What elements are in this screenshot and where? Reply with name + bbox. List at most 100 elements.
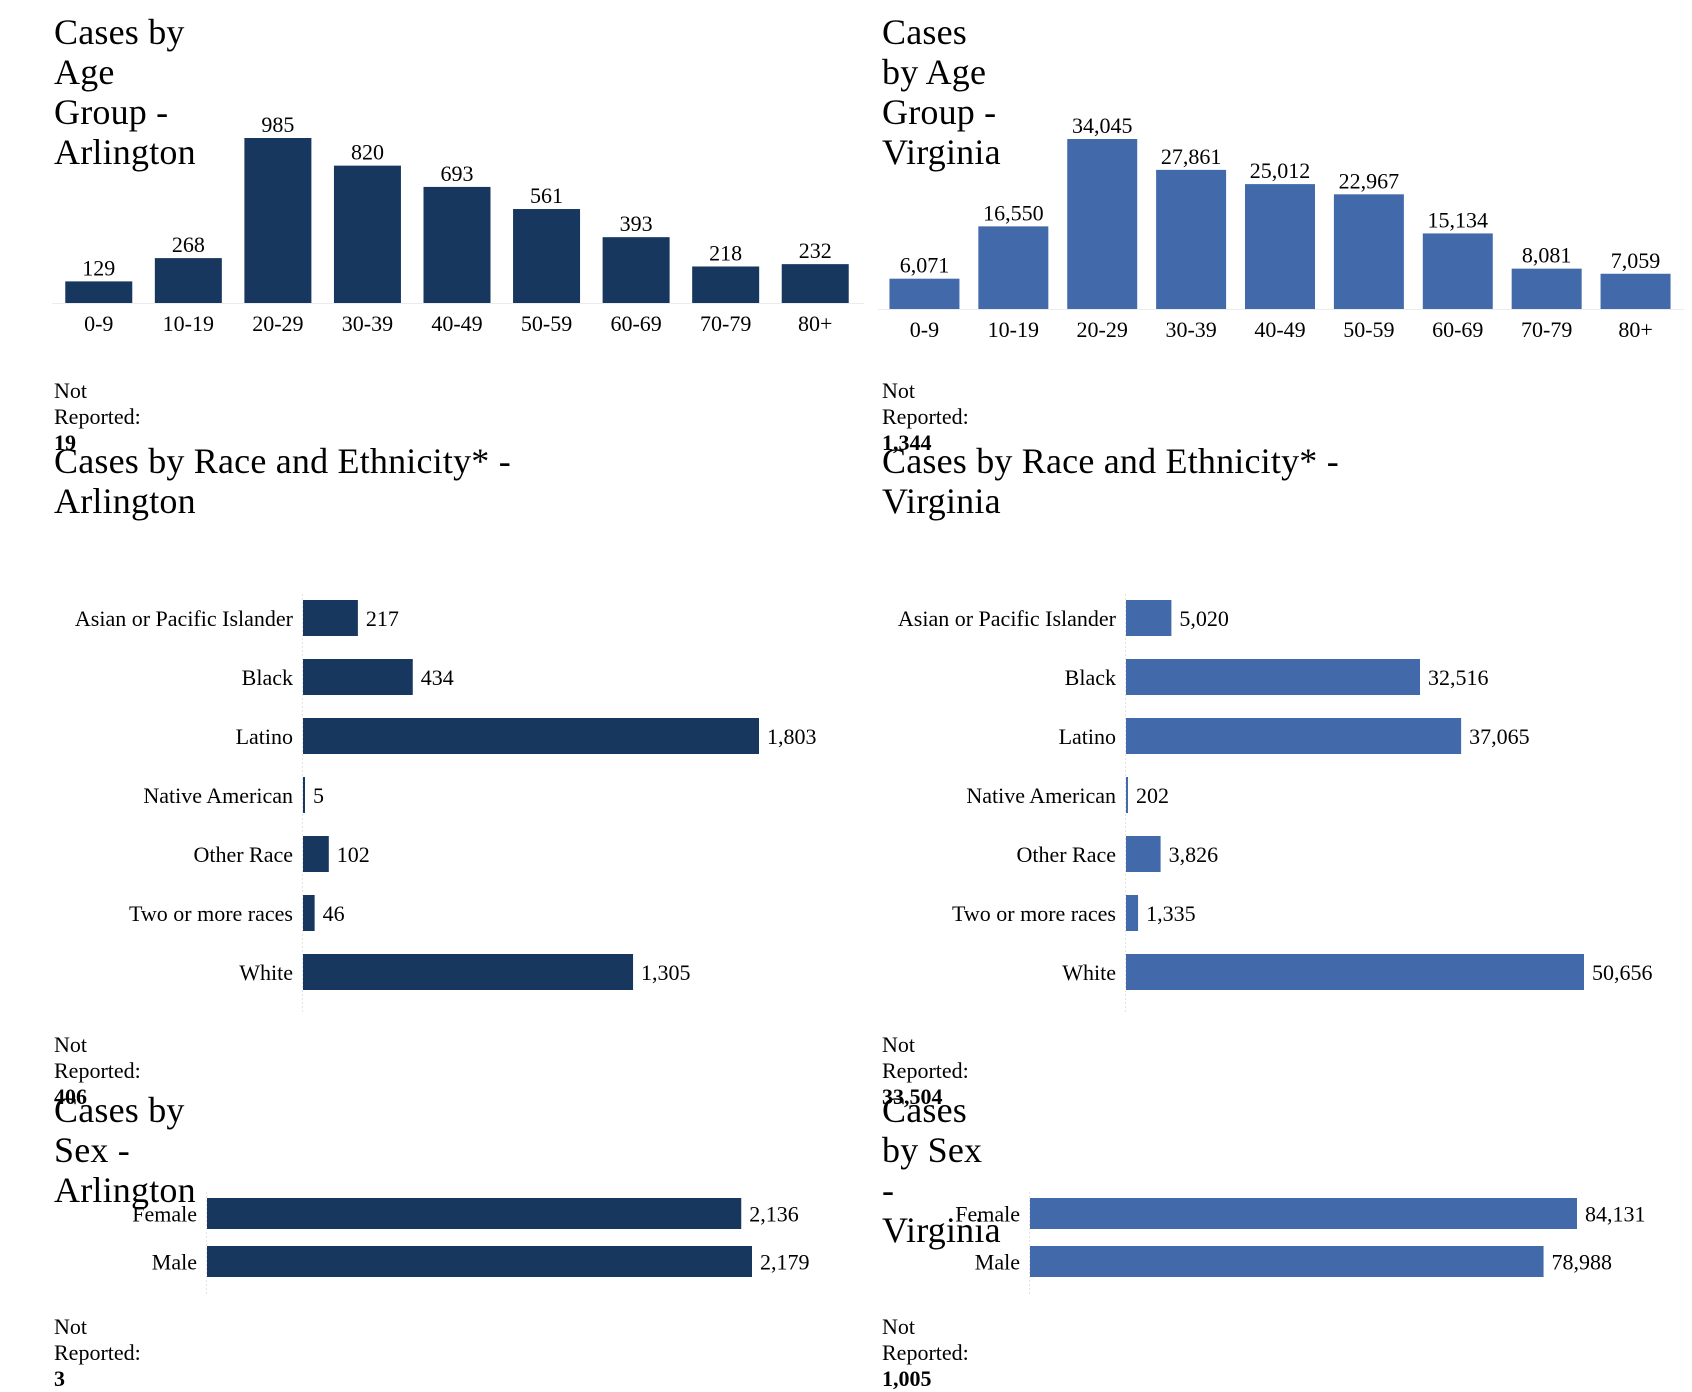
sex-virginia-not-reported: Not Reported: 1,005 [882, 1314, 969, 1392]
data-label: 25,012 [1250, 158, 1311, 183]
age-arlington-title: Cases by Age Group - Arlington [54, 12, 196, 172]
data-label: 22,967 [1339, 168, 1400, 193]
x-tick-label: 70-79 [1521, 317, 1572, 342]
data-label: 16,550 [983, 200, 1044, 225]
bar-female [1030, 1198, 1577, 1229]
y-tick-label: Female [955, 1202, 1020, 1227]
sex-virginia-chart: Female 84,131 Male 78,988 [955, 1192, 1646, 1294]
not-reported-label: Not Reported: [882, 378, 969, 429]
y-tick-label: Male [975, 1250, 1020, 1275]
y-tick-label: Other Race [1016, 842, 1116, 867]
data-label: 7,059 [1611, 248, 1661, 273]
not-reported-label: Not Reported: [882, 1032, 969, 1083]
sex-virginia-title: Cases by Sex - Virginia [882, 1090, 1001, 1250]
data-label: 2,136 [749, 1202, 799, 1227]
data-label: 393 [620, 211, 653, 236]
x-tick-label: 0-9 [84, 311, 113, 336]
data-label: 32,516 [1428, 665, 1489, 690]
age-arlington-chart: 129 0-9 268 10-19 985 20-29 820 30-39 693 40-49 56… [52, 112, 864, 336]
data-label: 129 [82, 255, 115, 280]
sex-arlington-title: Cases by Sex - Arlington [54, 1090, 196, 1210]
x-tick-label: 50-59 [1343, 317, 1394, 342]
race-virginia-chart: Asian or Pacific Islander 5,020 Black 32,51… [898, 594, 1653, 1013]
y-tick-label: White [239, 960, 293, 985]
not-reported-value: 19 [54, 430, 76, 455]
bar-50-59 [1333, 194, 1404, 309]
bar-10-19 [978, 226, 1049, 309]
bar-20-29 [1067, 139, 1138, 309]
y-tick-label: Native American [966, 783, 1116, 808]
data-label: 37,065 [1469, 724, 1530, 749]
age-arlington-not-reported: Not Reported: 19 [54, 378, 141, 456]
x-tick-label: 60-69 [610, 311, 661, 336]
x-tick-label: 60-69 [1432, 317, 1483, 342]
data-label: 268 [172, 232, 205, 257]
y-tick-label: Female [132, 1202, 197, 1227]
data-label: 50,656 [1592, 960, 1653, 985]
not-reported-value: 406 [54, 1084, 87, 1109]
x-tick-label: 30-39 [342, 311, 393, 336]
data-label: 84,131 [1585, 1202, 1646, 1227]
age-virginia-title: Cases by Age Group - Virginia [882, 12, 1001, 172]
y-tick-label: Latino [1059, 724, 1116, 749]
data-label: 218 [709, 240, 742, 265]
y-tick-label: Black [1065, 665, 1116, 690]
bar-20-29 [244, 138, 312, 303]
bar-native-american [303, 777, 305, 813]
x-tick-label: 40-49 [1254, 317, 1305, 342]
bar-native-american [1126, 777, 1128, 813]
bar-0-9 [65, 281, 133, 303]
age-virginia-not-reported: Not Reported: 1,344 [882, 378, 969, 456]
bar-black [303, 659, 413, 695]
bar-0-9 [889, 278, 960, 309]
x-tick-label: 30-39 [1165, 317, 1216, 342]
data-label: 232 [799, 238, 832, 263]
data-label: 561 [530, 183, 563, 208]
not-reported-value: 1,344 [882, 430, 932, 455]
bar-other-race [1126, 836, 1161, 872]
bar-asian-or-pacific-islander [303, 600, 358, 636]
x-tick-label: 40-49 [431, 311, 482, 336]
bar-40-49 [423, 186, 491, 303]
bar-male [1030, 1246, 1544, 1277]
x-tick-label: 50-59 [521, 311, 572, 336]
y-tick-label: Latino [236, 724, 293, 749]
y-tick-label: Native American [143, 783, 293, 808]
y-tick-label: White [1062, 960, 1116, 985]
y-tick-label: Asian or Pacific Islander [75, 606, 294, 631]
bar-asian-or-pacific-islander [1126, 600, 1172, 636]
x-tick-label: 80+ [1618, 317, 1652, 342]
data-label: 1,803 [767, 724, 817, 749]
not-reported-label: Not Reported: [54, 378, 141, 429]
bar-latino [303, 718, 759, 754]
not-reported-label: Not Reported: [54, 1032, 141, 1083]
y-tick-label: Other Race [193, 842, 293, 867]
data-label: 5,020 [1179, 606, 1229, 631]
data-label: 3,826 [1169, 842, 1219, 867]
x-tick-label: 20-29 [252, 311, 303, 336]
age-virginia-chart: 6,071 0-9 16,550 10-19 34,045 20-29 27,861 30-3… [878, 113, 1684, 342]
bar-latino [1126, 718, 1462, 754]
data-label: 78,988 [1552, 1250, 1613, 1275]
x-tick-label: 70-79 [700, 311, 751, 336]
data-label: 8,081 [1522, 243, 1572, 268]
data-label: 1,335 [1146, 901, 1196, 926]
y-tick-label: Two or more races [129, 901, 293, 926]
data-label: 102 [337, 842, 370, 867]
data-label: 820 [351, 140, 384, 165]
bar-50-59 [513, 209, 581, 303]
bar-white [303, 954, 634, 990]
bar-80+ [781, 264, 849, 303]
data-label: 693 [441, 161, 474, 186]
bar-10-19 [154, 258, 222, 303]
data-label: 15,134 [1428, 207, 1489, 232]
race-arlington-title: Cases by Race and Ethnicity* - Arlington [54, 441, 511, 521]
data-label: 1,305 [641, 960, 691, 985]
race-arlington-chart: Asian or Pacific Islander 217 Black 434 Lati… [75, 594, 817, 1013]
y-tick-label: Black [242, 665, 293, 690]
bar-80+ [1600, 273, 1671, 309]
bar-male [207, 1246, 752, 1277]
data-label: 34,045 [1072, 113, 1133, 138]
race-virginia-not-reported: Not Reported: 33,504 [882, 1032, 969, 1110]
bar-30-39 [333, 165, 401, 303]
